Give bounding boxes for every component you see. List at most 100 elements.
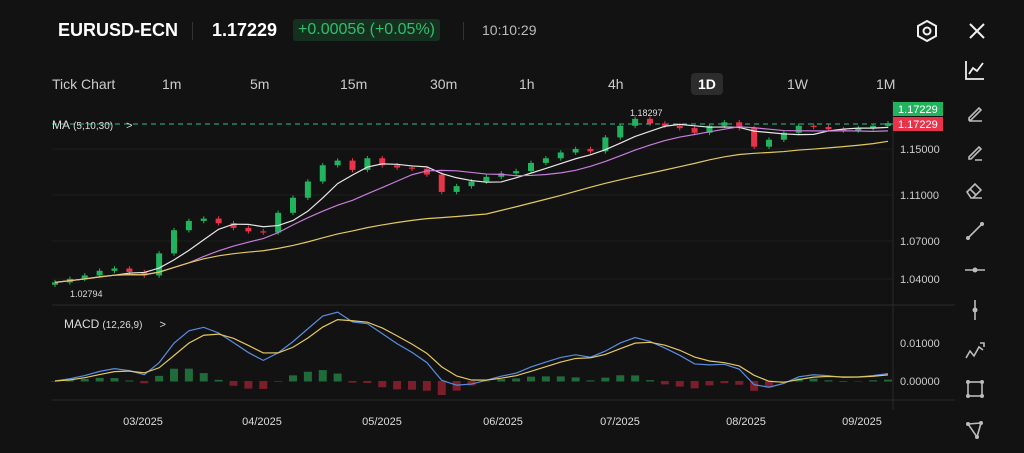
- vertical-line-icon[interactable]: [963, 298, 987, 322]
- candle: [423, 168, 430, 175]
- macd-histogram-bar: [80, 378, 89, 382]
- macd-histogram-bar: [289, 375, 297, 382]
- trend-line-icon[interactable]: [963, 219, 987, 243]
- candle: [52, 282, 58, 285]
- candle: [661, 123, 668, 126]
- ma-params: (5,10,30): [73, 121, 114, 132]
- pencil-icon[interactable]: [963, 100, 987, 124]
- ask-price-tag: [893, 102, 943, 116]
- candle: [438, 174, 445, 192]
- macd-histogram-bar: [244, 381, 253, 389]
- candle: [513, 171, 520, 174]
- candle: [483, 176, 490, 182]
- macd-histogram-bar: [318, 370, 327, 382]
- macd-histogram-bar: [95, 377, 104, 382]
- x-tick: 03/2025: [123, 416, 163, 428]
- candle: [498, 173, 505, 177]
- macd-histogram-bar: [765, 381, 773, 388]
- ma10-line: [54, 126, 889, 283]
- macd-histogram-bar: [705, 381, 714, 386]
- macd-histogram-bar: [586, 380, 595, 382]
- macd-histogram-bar: [259, 381, 268, 389]
- macd-histogram-bar: [675, 381, 684, 387]
- candle: [185, 220, 192, 231]
- macd-histogram-bar: [184, 368, 193, 382]
- divider: [192, 22, 193, 40]
- candle: [825, 126, 832, 130]
- macd-histogram-bar: [869, 380, 878, 382]
- polygon-icon[interactable]: [963, 417, 987, 441]
- macd-histogram-bar: [482, 381, 491, 382]
- timeframe-1m[interactable]: 1M: [876, 76, 896, 92]
- macd-label: MACD: [64, 317, 100, 331]
- x-tick: 09/2025: [842, 416, 882, 428]
- candle: [602, 137, 609, 152]
- candle: [290, 197, 296, 213]
- candle: [260, 231, 267, 233]
- price-change-badge: +0.00056 (+0.05%): [293, 19, 440, 41]
- candle: [468, 181, 475, 187]
- price-tick: 1.04000: [900, 274, 940, 286]
- candle: [409, 167, 415, 169]
- x-tick: 08/2025: [726, 416, 766, 428]
- candle: [319, 165, 326, 182]
- macd-histogram-bar: [199, 373, 208, 382]
- candle: [230, 223, 237, 228]
- price-tick: 1.07000: [900, 236, 940, 248]
- timeframe-tick-chart[interactable]: Tick Chart: [52, 76, 116, 92]
- macd-histogram-bar: [824, 380, 833, 382]
- candle: [736, 122, 743, 129]
- macd-histogram-bar: [884, 379, 892, 382]
- macd-line: [54, 311, 889, 388]
- ma-legend[interactable]: MA (5,10,30) >: [52, 118, 133, 132]
- candle: [617, 125, 624, 138]
- candle: [111, 268, 118, 271]
- timeframe-1h[interactable]: 1h: [519, 76, 535, 92]
- timeframe-1m[interactable]: 1m: [162, 76, 182, 92]
- macd-histogram-bar: [809, 378, 818, 382]
- macd-histogram-bar: [750, 381, 759, 391]
- x-tick: 04/2025: [242, 416, 282, 428]
- candle: [676, 125, 683, 129]
- candle: [96, 270, 103, 276]
- macd-histogram-bar: [690, 381, 699, 389]
- timeframe-30m[interactable]: 30m: [430, 76, 458, 92]
- ma-label: MA: [52, 118, 70, 132]
- ask-price: 1.17229: [898, 104, 938, 116]
- close-icon[interactable]: [966, 20, 988, 42]
- eraser-icon[interactable]: [963, 178, 987, 202]
- macd-histogram-bar: [571, 377, 580, 382]
- x-tick: 06/2025: [483, 416, 523, 428]
- timeframe-1w[interactable]: 1W: [787, 76, 808, 92]
- macd-histogram-bar: [467, 381, 476, 386]
- candle: [245, 227, 252, 232]
- clock: 10:10:29: [482, 22, 537, 38]
- chevron-right-icon[interactable]: >: [159, 319, 166, 331]
- macd-histogram-bar: [631, 375, 640, 382]
- horizontal-line-icon[interactable]: [963, 258, 987, 282]
- timeframe-15m[interactable]: 15m: [340, 76, 368, 92]
- timeframe-1d[interactable]: 1D: [691, 73, 723, 95]
- macd-histogram-bar: [65, 379, 74, 382]
- ma30-line: [54, 140, 889, 283]
- macd-histogram-bar: [422, 381, 431, 391]
- rectangle-icon[interactable]: [963, 377, 987, 401]
- candle: [885, 123, 891, 126]
- candle: [364, 158, 371, 170]
- macd-histogram-bar: [155, 375, 164, 382]
- path-icon[interactable]: [963, 338, 987, 362]
- trend-chart-icon[interactable]: [963, 58, 987, 82]
- macd-legend[interactable]: MACD (12,26,9) >: [64, 317, 166, 331]
- chevron-right-icon[interactable]: >: [126, 120, 133, 132]
- bid-price-tag: [893, 117, 943, 131]
- candle: [379, 158, 386, 166]
- candle: [780, 132, 787, 140]
- macd-histogram-bar: [110, 378, 119, 382]
- settings-hexagon-icon[interactable]: [914, 18, 940, 44]
- timeframe-4h[interactable]: 4h: [608, 76, 624, 92]
- timeframe-5m[interactable]: 5m: [250, 76, 270, 92]
- highlighter-icon[interactable]: [963, 139, 987, 163]
- macd-histogram-bar: [660, 381, 669, 385]
- macd-histogram-bar: [497, 379, 506, 382]
